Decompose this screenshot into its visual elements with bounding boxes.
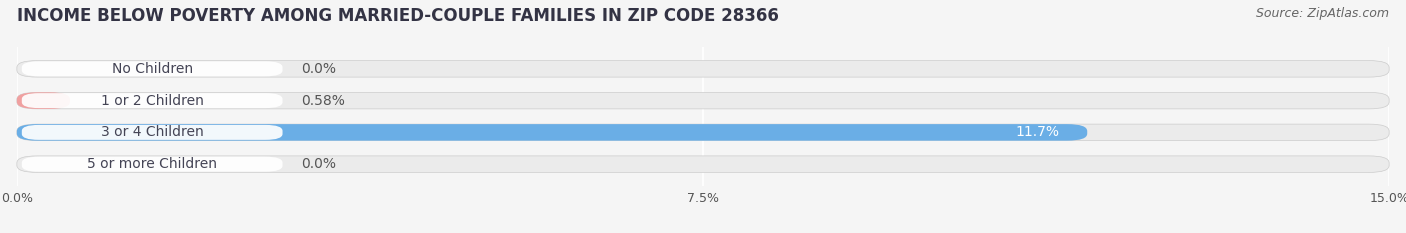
Text: 5 or more Children: 5 or more Children	[87, 157, 217, 171]
FancyBboxPatch shape	[17, 92, 70, 109]
FancyBboxPatch shape	[22, 93, 283, 108]
Text: 3 or 4 Children: 3 or 4 Children	[101, 125, 204, 139]
Text: Source: ZipAtlas.com: Source: ZipAtlas.com	[1256, 7, 1389, 20]
Text: 0.58%: 0.58%	[301, 94, 344, 108]
Text: 1 or 2 Children: 1 or 2 Children	[101, 94, 204, 108]
FancyBboxPatch shape	[22, 157, 283, 172]
Text: INCOME BELOW POVERTY AMONG MARRIED-COUPLE FAMILIES IN ZIP CODE 28366: INCOME BELOW POVERTY AMONG MARRIED-COUPL…	[17, 7, 779, 25]
FancyBboxPatch shape	[17, 61, 1389, 77]
Text: 11.7%: 11.7%	[1015, 125, 1060, 139]
FancyBboxPatch shape	[17, 124, 1087, 141]
Text: 0.0%: 0.0%	[301, 157, 336, 171]
FancyBboxPatch shape	[22, 61, 283, 76]
FancyBboxPatch shape	[17, 124, 1389, 141]
FancyBboxPatch shape	[17, 92, 1389, 109]
Text: 0.0%: 0.0%	[301, 62, 336, 76]
FancyBboxPatch shape	[17, 156, 1389, 172]
FancyBboxPatch shape	[22, 125, 283, 140]
Text: No Children: No Children	[111, 62, 193, 76]
